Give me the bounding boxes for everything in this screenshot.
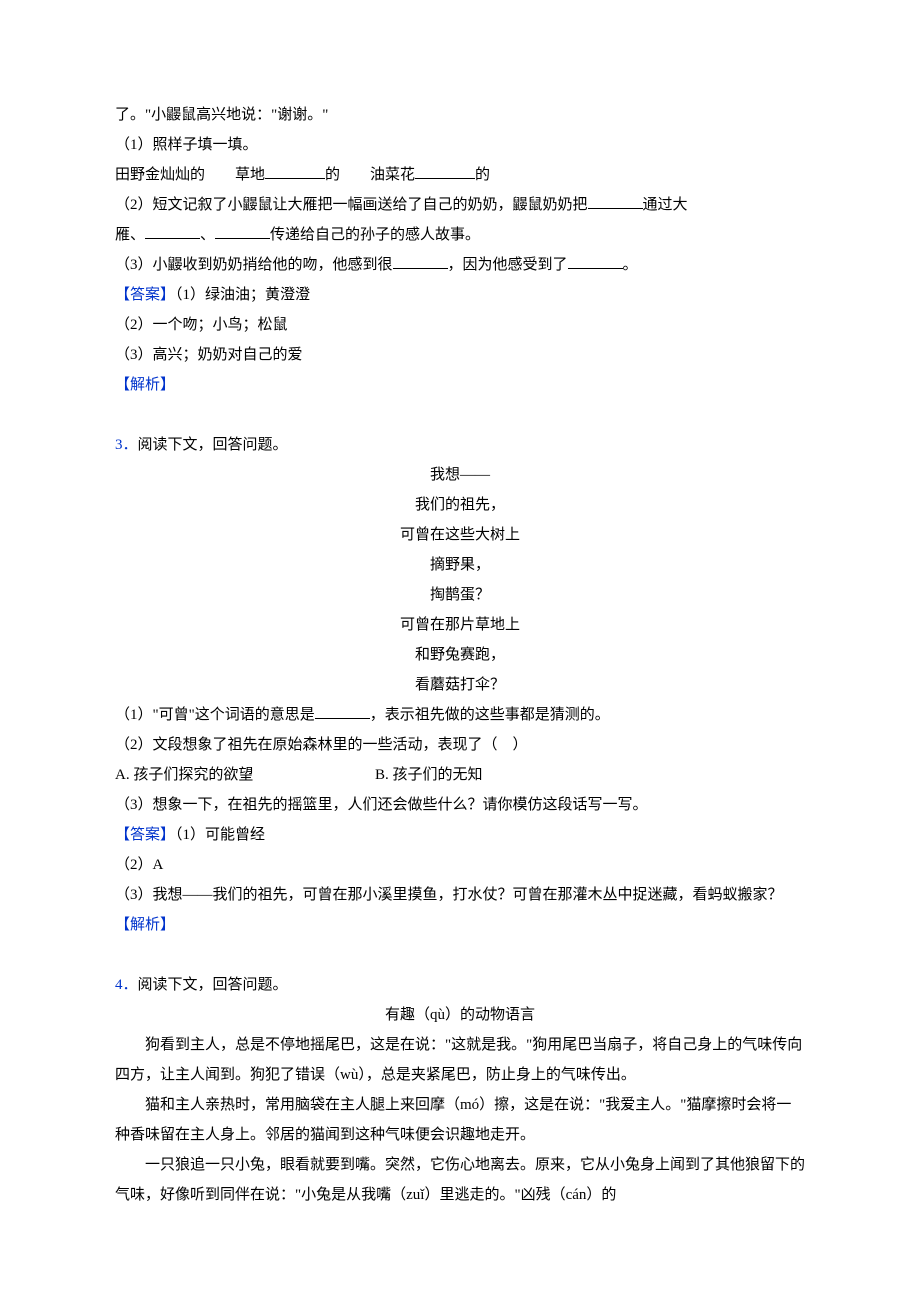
q3-number: 3． bbox=[115, 437, 138, 453]
blank bbox=[315, 703, 370, 719]
blank bbox=[568, 253, 623, 269]
blank bbox=[415, 163, 475, 179]
q3-poem-6: 可曾在那片草地上 bbox=[115, 610, 805, 640]
q3-sub1: （1）"可曾"这个词语的意思是 ，表示祖先做的这些事都是猜测的。 bbox=[115, 700, 805, 730]
q3-poem-8: 看蘑菇打伞？ bbox=[115, 670, 805, 700]
q4-title: 有趣（qù）的动物语言 bbox=[115, 1000, 805, 1030]
q2-cont-1: 了。"小鼹鼠高兴地说："谢谢。" bbox=[115, 100, 805, 130]
q3-stem-text: 阅读下文，回答问题。 bbox=[138, 437, 288, 453]
q3-poem-4: 摘野果， bbox=[115, 550, 805, 580]
q2-fill-seg1: 田野金灿灿的 草地 bbox=[115, 167, 265, 183]
gap bbox=[115, 940, 805, 970]
answer-label: 【答案】 bbox=[115, 827, 175, 843]
q3-choice-b: B. 孩子们的无知 bbox=[375, 760, 483, 790]
q3-analysis: 【解析】 bbox=[115, 910, 805, 940]
blank bbox=[393, 253, 448, 269]
q2-ans1: （1）绿油油；黄澄澄 bbox=[175, 287, 310, 303]
q2-sub2-line2-seg3: 传递给自己的孙子的感人故事。 bbox=[270, 227, 480, 243]
blank bbox=[145, 223, 200, 239]
q2-sub1-fill: 田野金灿灿的 草地 的 油菜花 的 bbox=[115, 160, 805, 190]
q3-poem-2: 我们的祖先， bbox=[115, 490, 805, 520]
q2-ans3: （3）高兴；奶奶对自己的爱 bbox=[115, 340, 805, 370]
q3-choice-a: A. 孩子们探究的欲望 bbox=[115, 760, 375, 790]
q3-poem-1: 我想—— bbox=[115, 460, 805, 490]
blank bbox=[265, 163, 325, 179]
q3-stem: 3．阅读下文，回答问题。 bbox=[115, 430, 805, 460]
gap bbox=[115, 400, 805, 430]
q2-sub1-prompt: （1）照样子填一填。 bbox=[115, 130, 805, 160]
q2-sub3-seg2: ，因为他感受到了 bbox=[448, 257, 568, 273]
q4-number: 4． bbox=[115, 977, 138, 993]
q2-fill-seg3: 的 bbox=[475, 167, 490, 183]
page-container: 了。"小鼹鼠高兴地说："谢谢。" （1）照样子填一填。 田野金灿灿的 草地 的 油… bbox=[0, 0, 920, 1302]
q3-sub1-seg1: （1）"可曾"这个词语的意思是 bbox=[115, 707, 315, 723]
analysis-label: 【解析】 bbox=[115, 377, 175, 393]
q3-ans3: （3）我想——我们的祖先，可曾在那小溪里摸鱼，打水仗？可曾在那灌木丛中捉迷藏，看… bbox=[115, 880, 805, 910]
q2-analysis: 【解析】 bbox=[115, 370, 805, 400]
q4-para3: 一只狼追一只小兔，眼看就要到嘴。突然，它伤心地离去。原来，它从小兔身上闻到了其他… bbox=[115, 1150, 805, 1210]
q2-ans2: （2）一个吻；小鸟；松鼠 bbox=[115, 310, 805, 340]
q4-para2: 猫和主人亲热时，常用脑袋在主人腿上来回摩（mó）擦，这是在说："我爱主人。"猫摩… bbox=[115, 1090, 805, 1150]
q2-sub3-seg3: 。 bbox=[623, 257, 638, 273]
q2-sub2-line2: 雁、 、 传递给自己的孙子的感人故事。 bbox=[115, 220, 805, 250]
blank bbox=[215, 223, 270, 239]
answer-label: 【答案】 bbox=[115, 287, 175, 303]
q4-stem: 4．阅读下文，回答问题。 bbox=[115, 970, 805, 1000]
analysis-label: 【解析】 bbox=[115, 917, 175, 933]
q3-ans2: （2）A bbox=[115, 850, 805, 880]
q4-para1: 狗看到主人，总是不停地摇尾巴，这是在说："这就是我。"狗用尾巴当扇子，将自己身上… bbox=[115, 1030, 805, 1090]
q3-poem-7: 和野兔赛跑， bbox=[115, 640, 805, 670]
q3-answer-line1: 【答案】（1）可能曾经 bbox=[115, 820, 805, 850]
q3-ans1: （1）可能曾经 bbox=[175, 827, 265, 843]
q3-sub2: （2）文段想象了祖先在原始森林里的一些活动，表现了（ ） bbox=[115, 730, 805, 760]
q3-sub1-seg2: ，表示祖先做的这些事都是猜测的。 bbox=[370, 707, 610, 723]
q3-poem-3: 可曾在这些大树上 bbox=[115, 520, 805, 550]
q4-stem-text: 阅读下文，回答问题。 bbox=[138, 977, 288, 993]
q2-sub2-line1: （2）短文记叙了小鼹鼠让大雁把一幅画送给了自己的奶奶，鼹鼠奶奶把 通过大 bbox=[115, 190, 805, 220]
q2-sub2-seg1: （2）短文记叙了小鼹鼠让大雁把一幅画送给了自己的奶奶，鼹鼠奶奶把 bbox=[115, 197, 588, 213]
q2-sub2-seg2: 通过大 bbox=[643, 197, 688, 213]
q2-sub3-seg1: （3）小鼹收到奶奶捎给他的吻，他感到很 bbox=[115, 257, 393, 273]
q2-sub2-line2-seg1: 雁、 bbox=[115, 227, 145, 243]
q3-poem-5: 掏鹊蛋？ bbox=[115, 580, 805, 610]
q2-fill-seg2: 的 油菜花 bbox=[325, 167, 415, 183]
q3-choices: A. 孩子们探究的欲望 B. 孩子们的无知 bbox=[115, 760, 805, 790]
q2-sub2-line2-seg2: 、 bbox=[200, 227, 215, 243]
blank bbox=[588, 193, 643, 209]
q2-sub3: （3）小鼹收到奶奶捎给他的吻，他感到很 ，因为他感受到了 。 bbox=[115, 250, 805, 280]
q2-answer-line1: 【答案】（1）绿油油；黄澄澄 bbox=[115, 280, 805, 310]
q3-sub3: （3）想象一下，在祖先的摇篮里，人们还会做些什么？请你模仿这段话写一写。 bbox=[115, 790, 805, 820]
